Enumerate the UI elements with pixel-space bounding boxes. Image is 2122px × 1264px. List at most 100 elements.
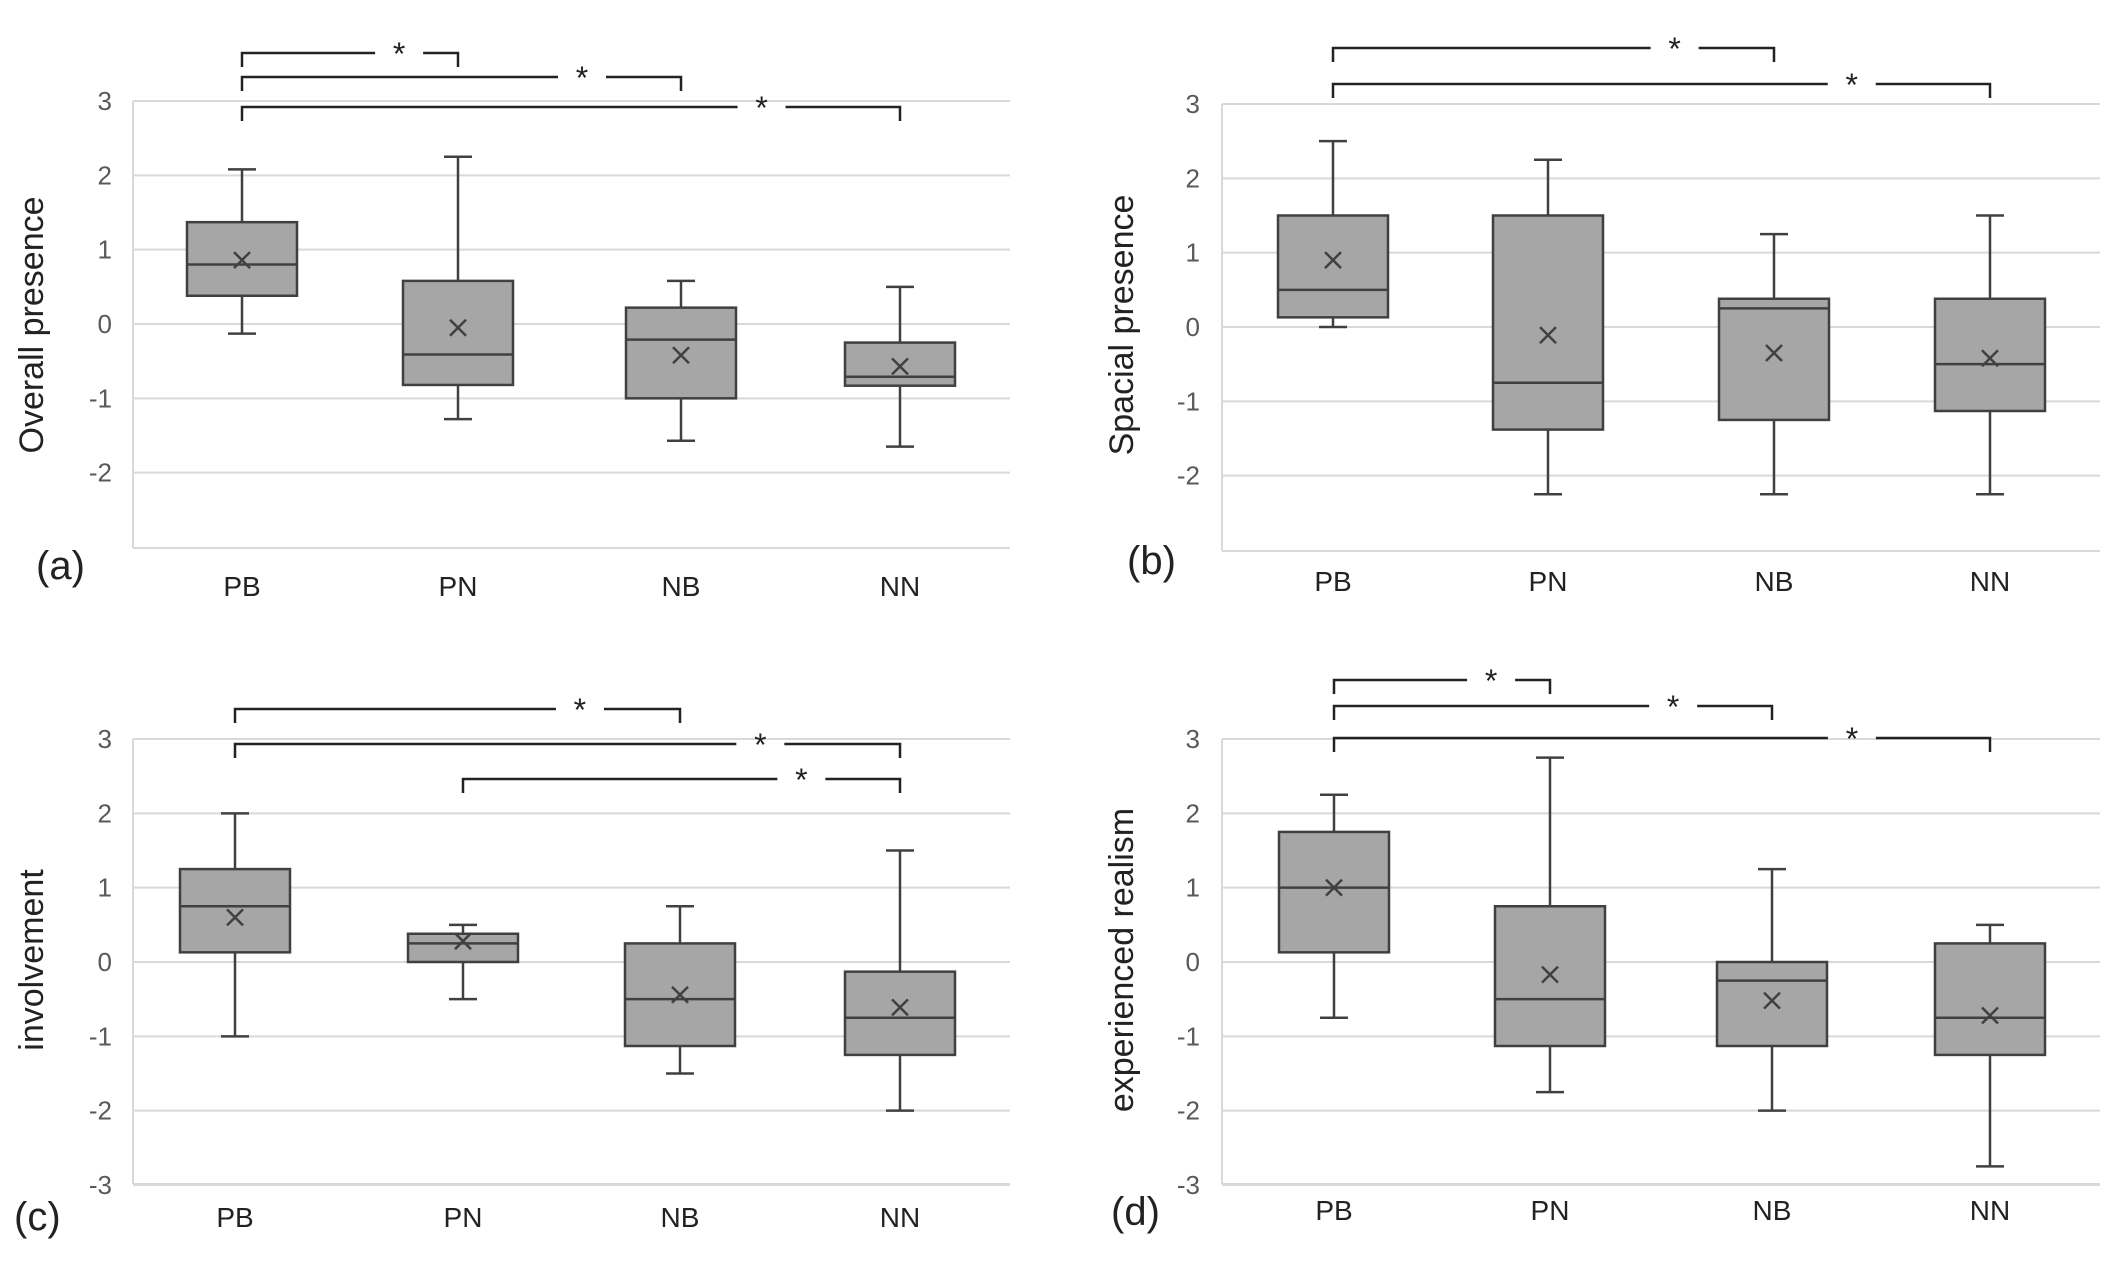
panel-label: (d) — [1111, 1190, 1160, 1234]
box-PB — [185, 168, 299, 335]
bracket-line — [1875, 82, 1992, 98]
category-label: PB — [223, 571, 260, 602]
mean-marker — [891, 357, 909, 376]
significance-bracket: * — [1331, 67, 1992, 103]
category-label: NB — [662, 571, 701, 602]
y-tick-label: 0 — [1186, 312, 1200, 342]
y-tick-label: 2 — [1186, 798, 1200, 828]
box-PN — [1491, 158, 1605, 496]
mean-marker — [1981, 1006, 1999, 1025]
bracket-line — [1332, 678, 1468, 694]
iqr-box — [1717, 297, 1831, 422]
y-axis-label: Spacial presence — [1103, 195, 1141, 456]
iqr-box — [178, 867, 292, 954]
bracket-line — [1697, 704, 1774, 720]
significance-star: * — [1846, 67, 1858, 103]
bracket-line — [1331, 46, 1651, 62]
significance-bracket: * — [1332, 689, 1774, 725]
significance-star: * — [754, 727, 766, 763]
panel-label: (b) — [1127, 539, 1176, 583]
mean-marker — [1763, 991, 1781, 1010]
category-label: NB — [1753, 1195, 1792, 1226]
iqr-box — [1933, 942, 2047, 1057]
y-tick-label: 0 — [98, 309, 112, 339]
category-label: PN — [439, 571, 478, 602]
y-tick-label: -2 — [89, 458, 112, 488]
significance-star: * — [1667, 689, 1679, 725]
iqr-box — [1276, 214, 1390, 319]
y-tick-label: -3 — [1177, 1170, 1200, 1200]
box-NN — [843, 285, 957, 448]
bracket-line — [240, 105, 738, 121]
y-tick-label: -2 — [89, 1096, 112, 1126]
bracket-line — [603, 707, 682, 723]
y-tick-label: 1 — [1186, 873, 1200, 903]
mean-marker — [1324, 251, 1342, 269]
significance-star: * — [576, 60, 588, 96]
y-tick-label: -3 — [89, 1170, 112, 1200]
significance-bracket: * — [1332, 721, 1992, 757]
significance-bracket: * — [240, 36, 460, 72]
box-NB — [1715, 867, 1829, 1112]
significance-star: * — [393, 36, 405, 72]
significance-bracket: * — [461, 762, 902, 798]
mean-marker — [226, 908, 244, 927]
significance-star: * — [1485, 663, 1497, 699]
category-label: NN — [880, 571, 920, 602]
iqr-box — [624, 306, 738, 400]
box-PB — [1276, 139, 1390, 329]
category-label: NN — [1970, 1195, 2010, 1226]
y-tick-label: 0 — [1186, 947, 1200, 977]
bracket-line — [1515, 678, 1552, 694]
y-tick-label: 1 — [1186, 238, 1200, 268]
category-label: PN — [1529, 566, 1568, 597]
y-tick-label: 1 — [98, 873, 112, 903]
category-label: PB — [1315, 1195, 1352, 1226]
y-tick-label: -1 — [89, 383, 112, 413]
chart-panel-2: 3 2 1 0 -1 -2 -3 PB PN NB NN involvement (c) * * * — [13, 692, 1010, 1239]
category-label: NB — [1755, 566, 1794, 597]
significance-bracket: * — [1332, 663, 1552, 699]
mean-marker — [1981, 349, 1999, 368]
panel-label: (c) — [14, 1195, 61, 1239]
bracket-line — [1698, 46, 1776, 62]
box-NN — [1933, 923, 2047, 1168]
box-PN — [401, 155, 515, 421]
significance-bracket: * — [240, 60, 683, 96]
mean-marker — [1541, 965, 1559, 984]
y-tick-label: 3 — [98, 724, 112, 754]
mean-marker — [449, 318, 467, 337]
iqr-box — [1491, 214, 1605, 431]
y-tick-label: 2 — [1186, 163, 1200, 193]
mean-marker — [1539, 326, 1557, 345]
iqr-box — [406, 932, 520, 964]
y-tick-label: 3 — [1186, 724, 1200, 754]
box-NB — [623, 905, 737, 1075]
y-tick-label: -1 — [1177, 386, 1200, 416]
significance-bracket: * — [233, 727, 902, 763]
significance-bracket: * — [240, 90, 902, 126]
category-label: PB — [216, 1202, 253, 1233]
y-tick-label: 2 — [98, 798, 112, 828]
y-tick-label: 3 — [1186, 89, 1200, 119]
iqr-box — [1933, 297, 2047, 413]
box-PB — [178, 812, 292, 1038]
mean-marker — [454, 932, 472, 951]
box-NB — [624, 279, 738, 442]
chart-panel-0: 3 2 1 0 -1 -2 PB PN NB NN Overall presence (a) * * * — [13, 36, 1010, 602]
box-NN — [1933, 214, 2047, 496]
iqr-box — [843, 970, 957, 1057]
chart-panel-1: 3 2 1 0 -1 -2 PB PN NB NN Spacial presence (b) * * — [1103, 31, 2100, 597]
bracket-line — [423, 51, 460, 67]
iqr-box — [1715, 960, 1829, 1048]
category-label: NN — [880, 1202, 920, 1233]
y-tick-label: -2 — [1177, 1096, 1200, 1126]
category-label: PB — [1314, 566, 1351, 597]
category-label: PN — [444, 1202, 483, 1233]
bracket-line — [240, 75, 558, 91]
bracket-line — [784, 742, 902, 758]
bracket-line — [461, 777, 778, 793]
box-PB — [1277, 793, 1391, 1019]
bracket-line — [1331, 82, 1828, 98]
significance-star: * — [755, 90, 767, 126]
